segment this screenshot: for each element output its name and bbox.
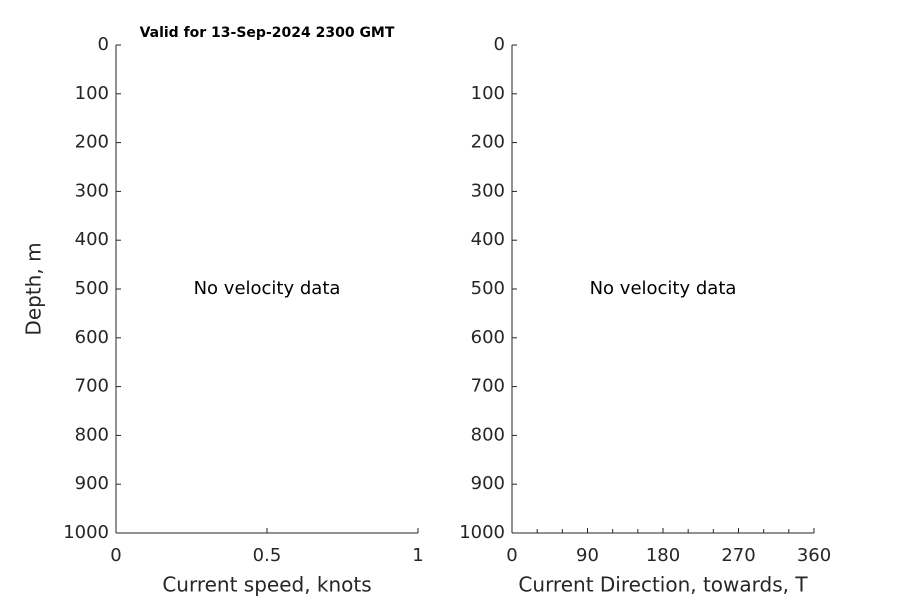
y-tick-label: 900 — [471, 473, 505, 494]
y-axis-label: Depth, m — [22, 242, 46, 335]
x-axis-label: Current Direction, towards, T — [518, 573, 808, 597]
x-tick-label: 0 — [506, 545, 517, 566]
x-tick-label: 180 — [646, 545, 680, 566]
y-tick-label: 200 — [471, 132, 505, 153]
y-tick-label: 500 — [471, 278, 505, 299]
y-tick-label: 200 — [75, 132, 109, 153]
x-axis-label: Current speed, knots — [162, 573, 371, 597]
x-tick-label: 0.5 — [253, 545, 282, 566]
y-tick-label: 300 — [471, 180, 505, 201]
x-tick-label: 90 — [576, 545, 599, 566]
y-tick-label: 400 — [75, 229, 109, 250]
x-tick-label: 360 — [797, 545, 831, 566]
y-tick-label: 100 — [471, 83, 505, 104]
x-tick-label: 270 — [721, 545, 755, 566]
y-tick-label: 700 — [75, 376, 109, 397]
chart-title: Valid for 13-Sep-2024 2300 GMT — [140, 25, 395, 41]
y-tick-label: 600 — [471, 327, 505, 348]
annotation: No velocity data — [194, 278, 341, 299]
y-tick-label: 0 — [98, 34, 109, 55]
y-tick-label: 400 — [471, 229, 505, 250]
y-tick-label: 700 — [471, 376, 505, 397]
y-tick-label: 800 — [471, 424, 505, 445]
y-tick-label: 500 — [75, 278, 109, 299]
y-tick-label: 300 — [75, 180, 109, 201]
annotation: No velocity data — [590, 278, 737, 299]
y-tick-label: 100 — [75, 83, 109, 104]
y-tick-label: 600 — [75, 327, 109, 348]
y-tick-label: 1000 — [459, 522, 505, 543]
y-tick-label: 900 — [75, 473, 109, 494]
y-tick-label: 0 — [494, 34, 505, 55]
x-tick-label: 1 — [412, 545, 423, 566]
y-tick-label: 1000 — [63, 522, 109, 543]
x-tick-label: 0 — [110, 545, 121, 566]
y-tick-label: 800 — [75, 424, 109, 445]
